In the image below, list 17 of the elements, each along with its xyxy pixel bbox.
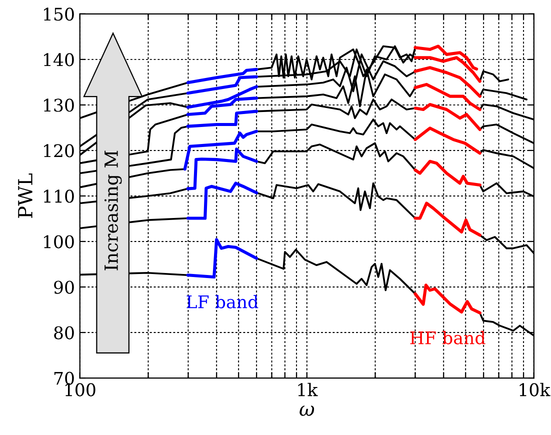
x-axis-title: ω (300, 406, 314, 416)
series-label: HF band (410, 330, 486, 344)
y-tick-label: 80 (54, 326, 74, 340)
x-tick-label: 100 (65, 383, 96, 396)
y-tick-label: 130 (44, 98, 74, 112)
y-tick-label: 90 (54, 280, 74, 294)
series-label: LF band (186, 294, 258, 308)
x-tick-label: 10k (520, 382, 550, 396)
y-tick-label: 110 (44, 190, 74, 203)
y-axis-title: PWL (18, 173, 32, 218)
y-tick-label: 100 (44, 235, 74, 248)
x-tick-label: 1k (298, 382, 318, 396)
annotation: Increasing M (104, 150, 122, 270)
y-tick-label: 70 (54, 372, 74, 385)
y-tick-label: 120 (44, 144, 74, 158)
y-tick-label: 140 (44, 53, 74, 66)
y-tick-label: 150 (44, 8, 74, 21)
